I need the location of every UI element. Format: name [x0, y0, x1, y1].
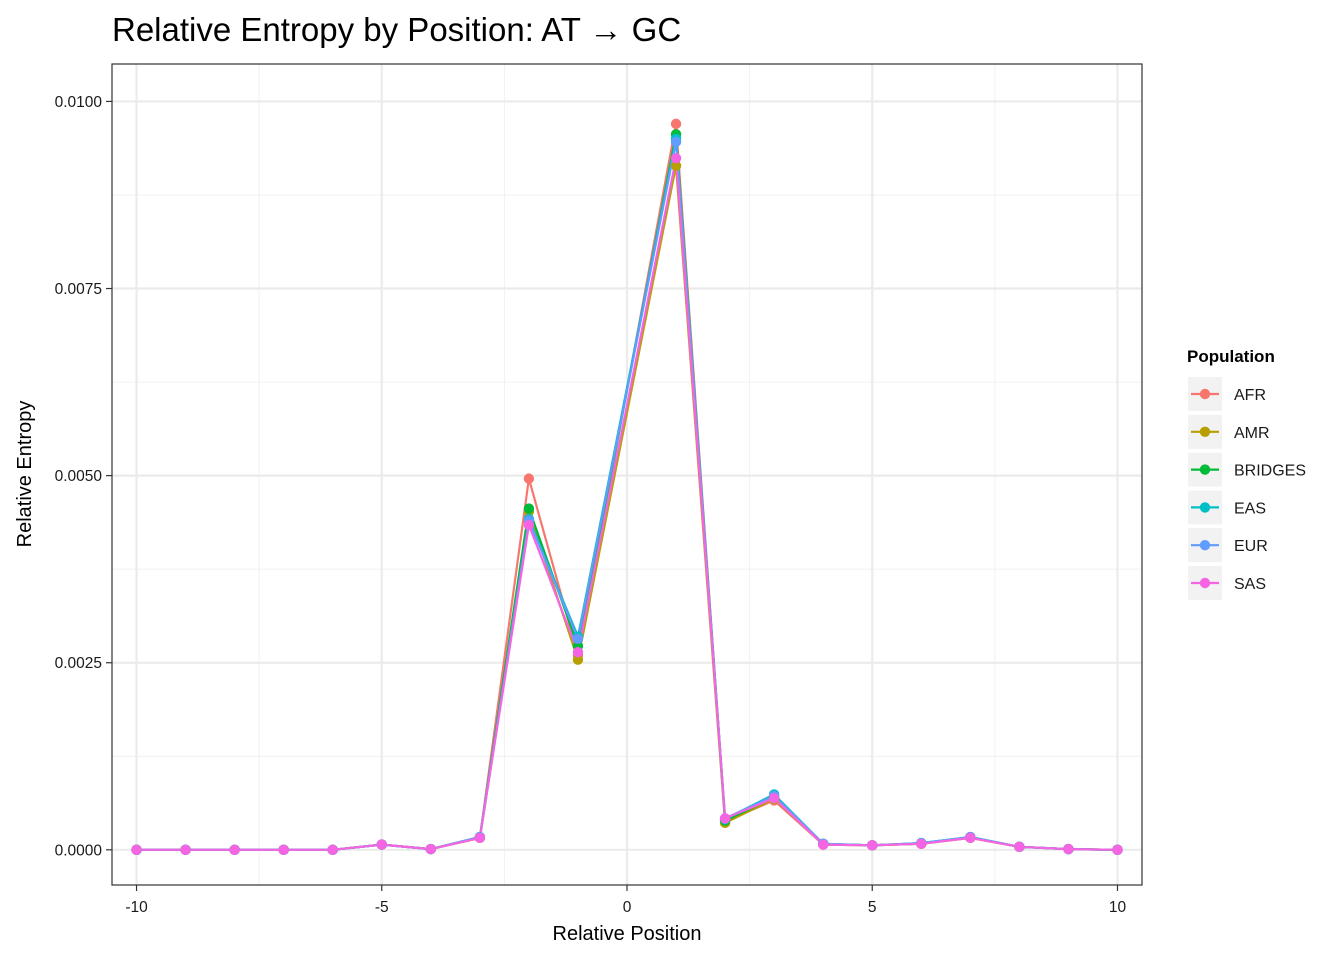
x-axis-title: Relative Position — [553, 923, 702, 945]
data-point-amr — [572, 654, 584, 665]
y-tick-label: 0.0075 — [55, 281, 102, 298]
data-point-sas — [916, 838, 927, 850]
chart-title: Relative Entropy by Position: AT → GC — [112, 11, 681, 48]
legend-key-point — [1199, 426, 1211, 437]
data-point-sas — [180, 844, 191, 856]
y-tick-label: 0.0025 — [55, 655, 102, 672]
data-point-sas — [425, 843, 437, 855]
data-point-sas — [670, 153, 682, 164]
x-tick-label: -5 — [375, 899, 389, 916]
data-point-sas — [867, 840, 878, 851]
legend-label-afr: AFR — [1234, 387, 1266, 404]
series-line-sas — [136, 157, 1118, 851]
legend-label-eas: EAS — [1234, 500, 1266, 517]
data-point-sas — [1063, 843, 1074, 855]
data-point-sas — [474, 832, 486, 844]
data-point-sas — [768, 792, 780, 804]
data-point-eur — [670, 136, 682, 148]
data-point-sas — [278, 844, 289, 856]
data-point-sas — [229, 844, 240, 856]
legend-key-point — [1199, 464, 1211, 475]
data-point-sas — [131, 844, 142, 856]
data-point-amr — [670, 160, 682, 171]
legend-key-point — [1199, 388, 1211, 400]
y-tick-label: 0.0000 — [55, 842, 103, 859]
series-points — [131, 118, 1123, 856]
y-tick-label: 0.0050 — [55, 468, 103, 485]
data-point-sas — [376, 839, 387, 850]
data-point-sas — [327, 844, 338, 856]
data-point-afr — [523, 473, 535, 484]
legend-key-point — [1199, 577, 1211, 589]
data-point-bridges — [523, 503, 535, 514]
legend-title: Population — [1187, 347, 1275, 366]
y-axis-title: Relative Entropy — [14, 401, 36, 548]
y-axis: 0.0000 0.0025 0.0050 0.0075 0.0100 — [55, 94, 112, 859]
x-tick-label: 5 — [868, 899, 877, 916]
data-point-afr — [670, 118, 682, 130]
data-point-sas — [719, 813, 731, 824]
grid — [112, 64, 1142, 885]
legend-label-eur: EUR — [1234, 538, 1268, 555]
data-point-eur — [572, 633, 584, 644]
data-point-sas — [572, 647, 584, 658]
legend-label-sas: SAS — [1234, 576, 1266, 593]
y-tick-label: 0.0100 — [55, 94, 103, 111]
x-axis: -10 -5 0 5 10 — [125, 885, 1126, 916]
legend-label-amr: AMR — [1234, 425, 1270, 442]
legend-label-bridges: BRIDGES — [1234, 463, 1306, 480]
series-lines — [136, 122, 1118, 851]
x-tick-label: -10 — [125, 899, 148, 916]
legend-key-point — [1199, 502, 1211, 513]
data-point-sas — [1112, 844, 1123, 856]
data-point-sas — [1014, 841, 1025, 853]
legend: Population AFR AMR BRIDGES EAS EUR SAS — [1187, 347, 1306, 600]
data-point-sas — [523, 519, 535, 531]
legend-key-point — [1199, 540, 1211, 551]
x-tick-label: 10 — [1109, 899, 1127, 916]
x-tick-label: 0 — [623, 899, 632, 916]
data-point-sas — [965, 832, 976, 844]
data-point-sas — [817, 839, 829, 850]
